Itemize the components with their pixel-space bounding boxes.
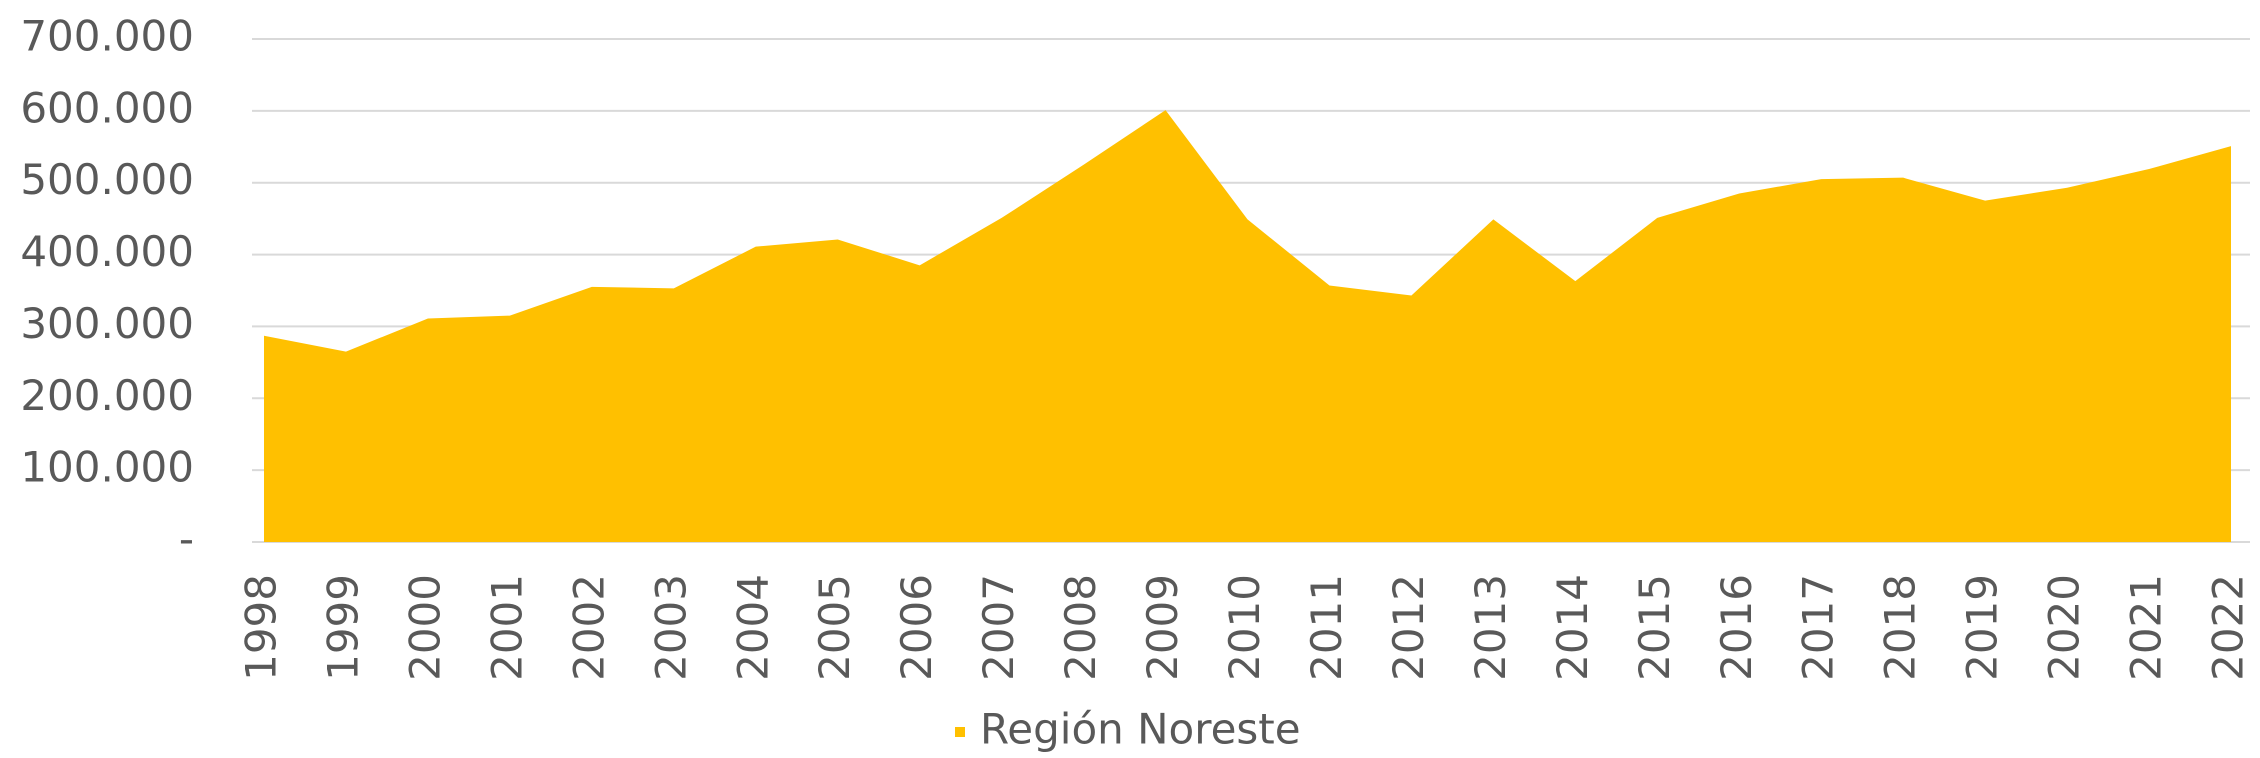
legend-swatch bbox=[955, 727, 965, 737]
x-tick-label: 2011 bbox=[1302, 574, 1351, 681]
legend-label: Región Noreste bbox=[980, 705, 1301, 754]
x-tick-label: 2003 bbox=[646, 574, 695, 681]
x-tick-label: 2013 bbox=[1466, 574, 1515, 681]
x-tick-label: 2004 bbox=[728, 574, 777, 681]
x-tick-label: 2019 bbox=[1958, 574, 2007, 681]
x-tick-label: 2007 bbox=[974, 574, 1023, 681]
x-tick-label: 2005 bbox=[810, 574, 859, 681]
x-tick-label: 2021 bbox=[2122, 574, 2171, 681]
x-tick-label: 2008 bbox=[1056, 574, 1105, 681]
x-tick-label: 2018 bbox=[1876, 574, 1925, 681]
x-tick-label: 1998 bbox=[237, 574, 286, 681]
y-tick-label: 700.000 bbox=[20, 12, 194, 61]
y-tick-label: - bbox=[179, 515, 194, 564]
x-tick-label: 2006 bbox=[892, 574, 941, 681]
y-tick-label: 500.000 bbox=[20, 155, 194, 204]
x-tick-label: 2002 bbox=[564, 574, 613, 681]
y-tick-label: 400.000 bbox=[20, 227, 194, 276]
x-tick-label: 2020 bbox=[2040, 574, 2089, 681]
x-tick-label: 2010 bbox=[1220, 574, 1269, 681]
x-tick-label: 2014 bbox=[1548, 574, 1597, 681]
x-tick-label: 2012 bbox=[1384, 574, 1433, 681]
x-tick-label: 2001 bbox=[482, 574, 531, 681]
area bbox=[264, 110, 2231, 542]
x-tick-label: 2022 bbox=[2204, 574, 2253, 681]
y-tick-label: 300.000 bbox=[20, 299, 194, 348]
y-tick-label: 100.000 bbox=[20, 443, 194, 492]
x-tick-label: 2017 bbox=[1794, 574, 1843, 681]
x-tick-label: 1999 bbox=[318, 574, 367, 681]
x-tick-label: 2009 bbox=[1138, 574, 1187, 681]
y-tick-label: 200.000 bbox=[20, 371, 194, 420]
y-tick-label: 600.000 bbox=[20, 83, 194, 132]
x-tick-label: 2016 bbox=[1712, 574, 1761, 681]
x-tick-label: 2015 bbox=[1630, 574, 1679, 681]
x-tick-label: 2000 bbox=[400, 574, 449, 681]
